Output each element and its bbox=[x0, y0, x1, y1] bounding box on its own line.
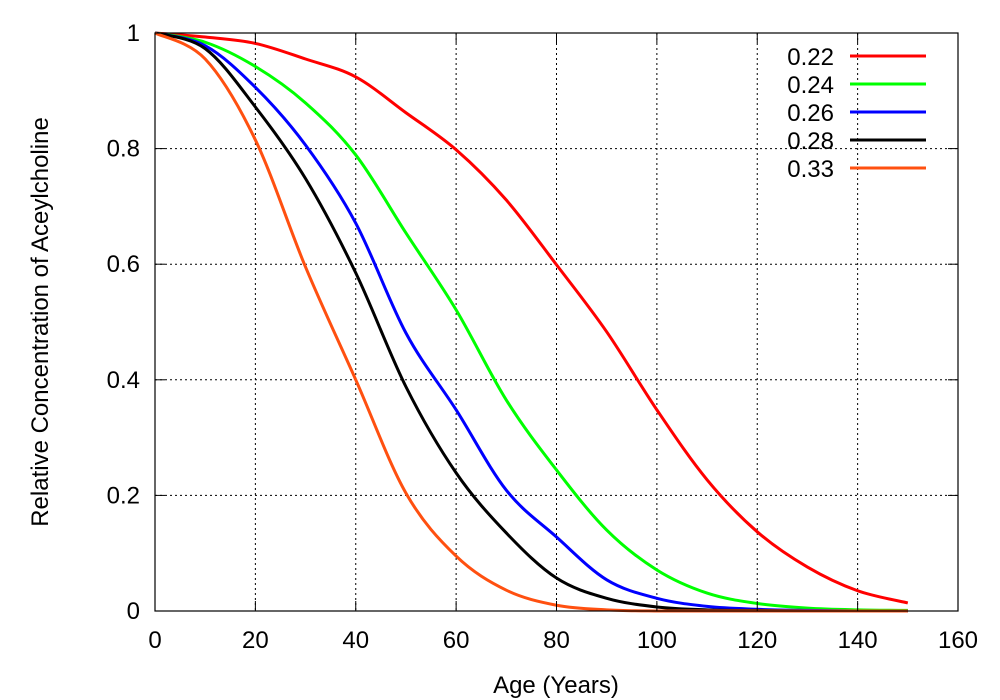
y-tick-label: 0.2 bbox=[107, 482, 140, 509]
series-line-0-22 bbox=[154, 31, 909, 605]
x-tick-label: 140 bbox=[838, 627, 878, 654]
x-tick-label: 100 bbox=[637, 627, 677, 654]
legend-label: 0.26 bbox=[787, 100, 834, 127]
y-tick-label: 0.6 bbox=[107, 251, 140, 278]
x-axis-label: Age (Years) bbox=[493, 672, 619, 699]
y-tick-label: 0.4 bbox=[107, 367, 140, 394]
legend-label: 0.28 bbox=[787, 128, 834, 155]
legend-label: 0.22 bbox=[787, 44, 834, 71]
x-tick-label: 40 bbox=[342, 627, 369, 654]
series-line-0-24 bbox=[154, 31, 908, 612]
y-axis-label: Relative Concentration of Aceylcholine bbox=[27, 117, 54, 527]
x-tick-label: 160 bbox=[938, 627, 978, 654]
y-tick-label: 0.8 bbox=[107, 136, 140, 163]
x-tick-label: 20 bbox=[242, 627, 269, 654]
y-tick-label: 1 bbox=[127, 20, 140, 47]
axis-ticks bbox=[154, 32, 959, 612]
x-tick-label: 80 bbox=[543, 627, 570, 654]
legend-label: 0.24 bbox=[787, 72, 834, 99]
legend-label: 0.33 bbox=[787, 156, 834, 183]
x-tick-label: 60 bbox=[443, 627, 470, 654]
x-tick-labels: 0 20 40 60 80 100 120 140 160 bbox=[148, 627, 978, 654]
x-tick-label: 120 bbox=[737, 627, 777, 654]
grid bbox=[155, 33, 958, 611]
legend: 0.220.240.260.280.33 bbox=[787, 44, 926, 183]
y-tick-labels: 0 0.2 0.4 0.6 0.8 1 bbox=[107, 20, 140, 625]
x-tick-label: 0 bbox=[148, 627, 161, 654]
y-tick-label: 0 bbox=[127, 598, 140, 625]
